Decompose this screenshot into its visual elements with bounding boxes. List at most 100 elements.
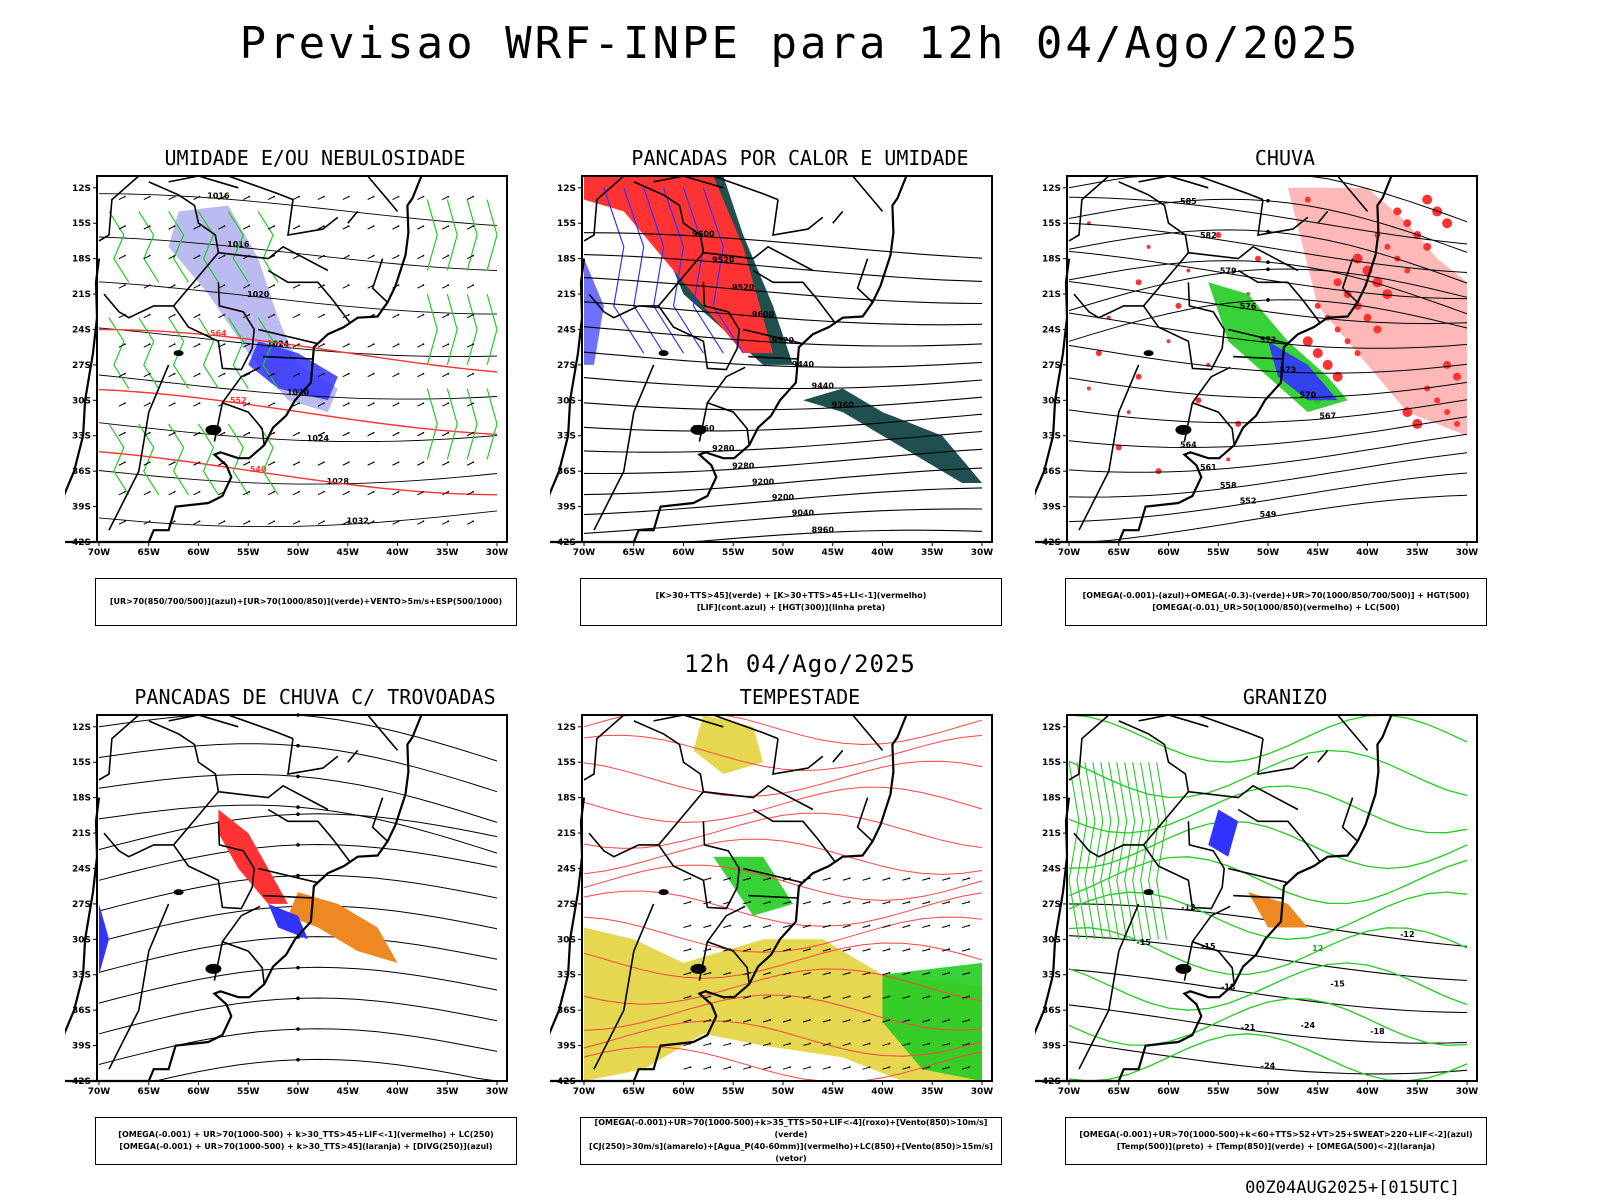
wind-vector (683, 877, 691, 881)
temp-850-contour (1068, 927, 1468, 976)
contour-label: 1016 (207, 191, 230, 200)
lat-label: 42S (72, 538, 91, 548)
wind-vector-head (848, 877, 851, 880)
wind-vector (143, 520, 150, 525)
wind-vector-head (397, 313, 400, 316)
wind-vector-head (347, 254, 350, 257)
wind-vector (822, 995, 830, 999)
wind-vector-head (447, 284, 450, 287)
wind-vector-head (828, 1066, 831, 1069)
temp-850-contour (1068, 749, 1468, 799)
contour-label: 9520 (732, 283, 755, 292)
contour-label: 1028 (327, 477, 350, 486)
wind-vector (267, 520, 275, 525)
lat-label: 36S (72, 1006, 91, 1016)
lon-label: 45W (822, 1087, 845, 1097)
border-line (267, 269, 351, 323)
humidity-contour-low (197, 211, 219, 283)
isoline (1068, 1004, 1468, 1044)
wind-vector-head (422, 225, 425, 228)
wind-vector (317, 314, 325, 319)
border-line (103, 720, 220, 858)
wind-vector (862, 1019, 870, 1023)
wind-vector-head (948, 1066, 951, 1069)
wind-vector-head (422, 372, 425, 375)
wind-vector-head (789, 995, 791, 998)
humidity-contour-low (138, 211, 160, 283)
wind-vector (942, 1019, 950, 1023)
wind-vector (367, 225, 374, 230)
border-line (583, 175, 625, 242)
contour-label: 549 (1260, 510, 1277, 519)
lake (690, 424, 707, 435)
wind-vector (862, 901, 870, 905)
panel-title: CHUVA (1254, 146, 1316, 170)
wind-vector-head (397, 343, 400, 346)
lat-label: 30S (1042, 396, 1061, 406)
lat-label: 30S (72, 935, 91, 945)
wind-vector-head (689, 901, 692, 903)
wind-vector (703, 1019, 711, 1023)
legend-line: [OMEGA(-0.001) + UR>70(1000-500) + k>30_… (119, 1142, 493, 1151)
lon-label: 65W (1108, 548, 1131, 558)
wind-vector (168, 402, 175, 407)
wind-vector-head (248, 225, 251, 228)
wind-vector (762, 877, 771, 881)
rain-cell (1334, 326, 1341, 333)
wind-vector (703, 1066, 711, 1070)
wind-vector (862, 1043, 870, 1047)
wind-vector (466, 196, 474, 201)
wind-vector-head (148, 195, 151, 198)
wind-vector-head (323, 343, 325, 346)
divergence-area (268, 903, 308, 940)
wind-vector (367, 196, 374, 201)
rain-cell (1135, 373, 1142, 380)
wind-vector-head (397, 195, 400, 198)
contour-label: 9520 (772, 336, 795, 345)
wind-vector-head (928, 1042, 931, 1045)
wind-vector-head (828, 1019, 831, 1021)
isoline (583, 277, 983, 305)
wind-vector-head (248, 313, 251, 316)
border-line (772, 199, 824, 236)
temp-850-contour (1068, 714, 1468, 763)
streamline-850 (583, 812, 983, 849)
wind-vector-head (347, 195, 350, 198)
lon-label: 35W (921, 548, 944, 558)
lon-label: 60W (672, 1087, 695, 1097)
contour-label: 9440 (812, 381, 835, 390)
border-line (1341, 797, 1359, 842)
legend-line: [LIF](cont.azul) + [HGT(300)](linha pret… (696, 603, 886, 612)
wind-vector (292, 402, 300, 407)
map-umidade: 1016 1016 1020 1024 1020 1024 1028 1032 564 552 54… (65, 175, 508, 558)
temp-850-contour (1068, 962, 1468, 1011)
wind-vector (961, 1019, 970, 1023)
lat-label: 33S (557, 971, 576, 981)
humidity-contour-low (197, 423, 219, 496)
wind-vector-head (273, 313, 276, 316)
wind-vector-head (749, 1019, 752, 1021)
wind-vector-head (709, 995, 712, 998)
wind-vector (143, 402, 150, 407)
wind-vector-head (472, 490, 475, 493)
wind-vector (118, 225, 126, 230)
wind-vector (392, 343, 399, 348)
wind-vector-head (928, 924, 931, 927)
wind-vector (118, 520, 126, 525)
lat-label: 39S (557, 1042, 576, 1052)
wind-vector-head (347, 372, 350, 375)
border-line (98, 175, 140, 242)
wind-vector (218, 196, 225, 201)
wind-vector-head (173, 431, 176, 434)
legend-line: [K>30+TTS>45](verde) + [K>30+TTS>45+LI<-… (655, 591, 927, 600)
temp-850-contour (1068, 998, 1468, 1047)
wind-vector-head (298, 284, 300, 287)
wind-vector-head (372, 520, 375, 523)
wind-vector-head (273, 195, 276, 198)
streamline-arrow (296, 743, 300, 748)
wind-vector-head (323, 461, 325, 464)
temp-850-contour (1116, 762, 1128, 940)
wind-vector-head (198, 402, 201, 405)
lon-label: 50W (772, 548, 795, 558)
